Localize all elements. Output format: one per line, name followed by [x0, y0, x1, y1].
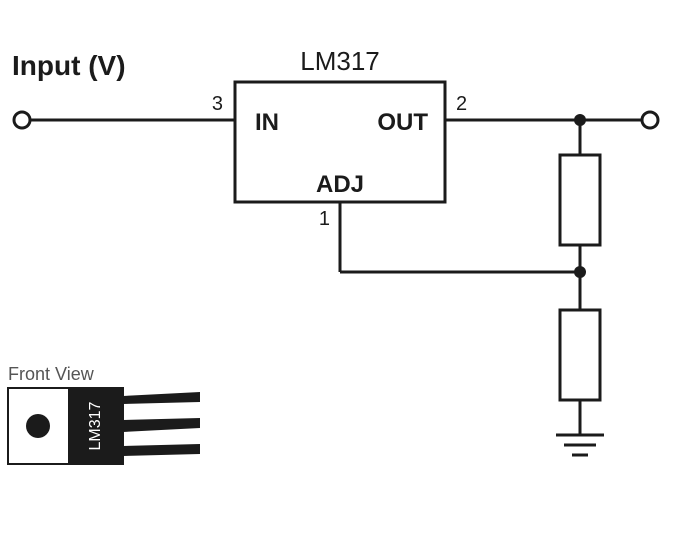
- ground-symbol: [556, 435, 604, 455]
- input-terminal: [14, 112, 30, 128]
- pin-in-num: 3: [212, 93, 223, 115]
- pin-adj-num: 1: [319, 208, 330, 230]
- package-to220: LM317: [8, 388, 200, 464]
- package-marking: LM317: [87, 401, 104, 450]
- pin-adj-label: ADJ: [316, 171, 364, 198]
- resistor-r2: [560, 310, 600, 400]
- input-label: Input (V): [12, 50, 126, 81]
- lm317-schematic: Input (V) LM317 3 IN OUT ADJ 2 1 Front V…: [0, 0, 684, 549]
- pin-out-num: 2: [456, 93, 467, 115]
- pin-in-label: IN: [255, 109, 279, 136]
- pin-out-label: OUT: [377, 109, 428, 136]
- chip-name: LM317: [300, 46, 380, 76]
- output-terminal: [642, 112, 658, 128]
- resistor-r1: [560, 155, 600, 245]
- package-caption: Front View: [8, 364, 95, 384]
